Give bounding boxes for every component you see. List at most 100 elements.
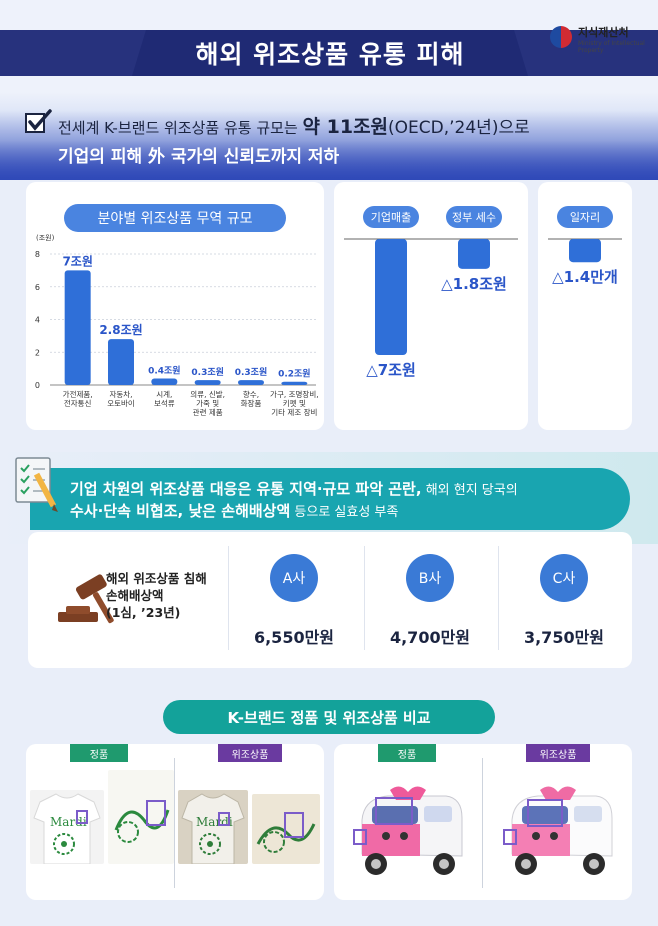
company-badge: A사 [270,554,318,602]
genuine-tag: 정품 [70,744,128,762]
highlight-frame [218,812,230,826]
bar [458,239,490,269]
category-label: 일자리 [570,210,600,224]
section2-line-2-rest: 등으로 실효성 부족 [290,505,399,520]
jobs-bar-chart: 일자리 △1.4만개 [548,206,622,286]
x-tick-label: 시계, 보석류 [154,389,175,408]
section2-line-2: 수사·단속 비협조, 낮은 손해배상액 등으로 실효성 부족 [70,500,398,521]
data-label: 7조원 [62,254,92,268]
bar [151,378,178,385]
company-badge: C사 [540,554,588,602]
loss-card: 기업매출 △7조원 정부 세수 △1.8조원 [334,182,528,430]
section2-line-1: 기업 차원의 위조상품 대응은 유통 지역·규모 파악 곤란, 해외 현지 당국… [70,478,518,499]
bar [238,380,264,385]
category-pill [557,206,613,228]
divider [364,546,365,650]
company-amount: 3,750만원 [523,628,605,647]
highlight-frame [284,812,304,838]
fake-tag: 위조상품 [218,744,282,762]
category-label: 기업매출 [371,211,411,224]
damage-title-line-2: 손해배상액 [106,588,164,603]
damage-title-line-1: 해외 위조상품 침해 [106,571,207,586]
title-box: 해외 위조상품 유통 피해 [132,30,528,76]
checkbox-icon [25,109,52,133]
headline-line-2: 기업의 피해 外 국가의 신뢰도까지 저하 [58,147,340,167]
bar [194,380,221,385]
toy-compare-card: 정품 위조상품 [334,744,632,900]
ministry-logo: 지식재산처 Ministry of Intellectual Property [546,22,656,58]
data-label: △7조원 [366,361,416,379]
headline-line-1: 전세계 K-브랜드 위조상품 유통 규모는 약 11조원(OECD,’24년)으… [58,112,530,139]
flower-detail-image [114,809,170,843]
y-tick-label: 8 [35,250,40,259]
jobs-card: 일자리 △1.4만개 [538,182,632,430]
company-badge: B사 [406,554,454,602]
bar [375,239,407,355]
data-label: 2.8조원 [99,323,142,337]
loss-bar-chart: 기업매출 △7조원 정부 세수 △1.8조원 [344,206,518,379]
fake-shirt-photo: Mardi [178,790,248,864]
damage-title: 해외 위조상품 침해 손해배상액 (1심, ’23년) [106,570,207,621]
company-amount: 4,700만원 [389,628,471,647]
section2-line-2-bold: 수사·단속 비협조, 낮은 손해배상액 [70,502,291,520]
trade-chart-pill: 분야별 위조상품 무역 규모 [64,204,286,232]
shirt-compare-card: 정품 위조상품 Mardi Mardi [26,744,324,900]
flower-detail-image [256,823,316,853]
logo-subtitle: Ministry of Intellectual Property [578,40,645,54]
headline-suffix: (OECD,’24년)으로 [388,118,530,138]
highlight-frame [146,800,166,826]
x-tick-label: 가구, 조명장비, 키펫 및 기타 제조 장비 [270,389,319,417]
taegeuk-logo-icon [550,26,572,48]
bar [281,381,308,385]
bar [108,339,134,385]
x-tick-label: 향수, 화장품 [241,390,262,408]
data-label: △1.8조원 [441,275,507,293]
divider [482,758,483,888]
company-b: B사 4,700만원 [378,546,488,656]
section2-line-1-bold: 기업 차원의 위조상품 대응은 유통 지역·규모 파악 곤란, [70,480,422,498]
x-tick-label: 의류, 신발, 가죽 및 관련 제품 [190,389,225,417]
bar [569,239,601,263]
genuine-shirt-photo: Mardi [30,790,104,864]
tshirt-image: Mardi [181,793,245,864]
bar [64,270,91,385]
divider [498,546,499,650]
headline-band [0,92,658,180]
x-tick-label: 가전제품, 전자통신 [63,389,93,408]
highlight-frame [76,810,88,824]
genuine-detail-photo [108,770,174,864]
category-pill [363,206,419,228]
tshirt-image: Mardi [33,793,101,864]
data-label: 0.3조원 [191,366,224,378]
data-label: 0.3조원 [235,366,268,378]
company-c: C사 3,750만원 [512,546,622,656]
headline-prefix: 전세계 K-브랜드 위조상품 유통 규모는 [58,119,303,137]
divider [228,546,229,650]
fake-tag: 위조상품 [526,744,590,762]
gavel-icon [58,574,114,624]
y-tick-label: 2 [35,348,40,357]
category-label: 정부 세수 [452,211,496,224]
genuine-toy-car-image [353,786,463,875]
y-tick-label: 6 [35,283,40,292]
y-axis-unit: (조원) [36,233,55,242]
logo-name: 지식재산처 [578,26,629,39]
y-tick-label: 0 [35,381,40,390]
section2-band [30,468,630,530]
headline-emphasis: 약 11조원 [302,116,389,138]
fake-toy-car-image [503,786,613,875]
company-amount: 6,550만원 [253,628,335,647]
data-label: 0.2조원 [278,368,311,380]
category-pill [446,206,502,228]
x-tick-label: 자동차, 오토바이 [107,390,135,408]
y-tick-label: 4 [35,316,40,325]
data-label: 0.4조원 [148,364,181,376]
fake-detail-photo [252,794,320,864]
page-title: 해외 위조상품 유통 피해 [195,40,465,69]
damage-title-line-3: (1심, ’23년) [106,605,181,620]
data-label: △1.4만개 [552,268,618,286]
divider [174,758,175,888]
